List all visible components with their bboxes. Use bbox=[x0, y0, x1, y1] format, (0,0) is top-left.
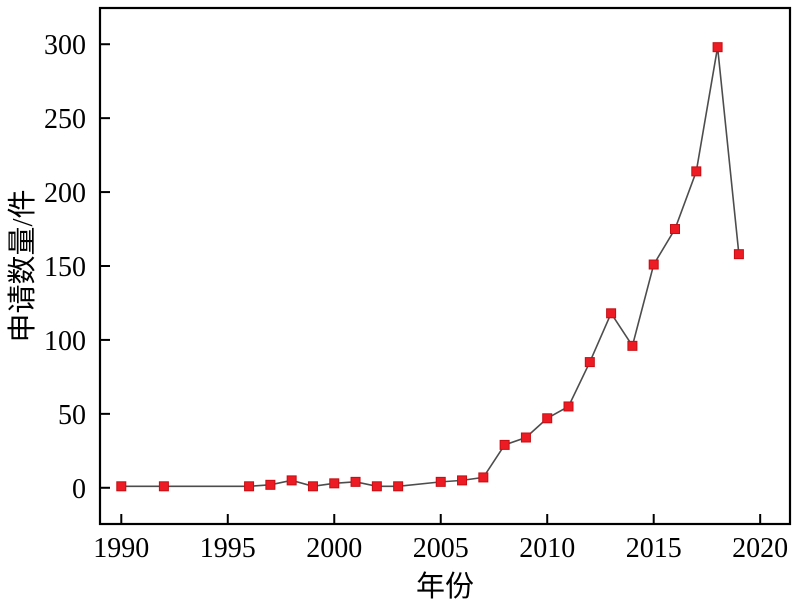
plot-frame bbox=[98, 6, 792, 526]
x-axis-label: 年份 bbox=[416, 570, 474, 603]
data-point-marker bbox=[520, 432, 531, 443]
data-point-marker bbox=[478, 472, 489, 483]
data-point-marker bbox=[329, 478, 340, 489]
data-point-marker bbox=[265, 479, 276, 490]
data-point-marker bbox=[584, 357, 595, 368]
data-point-marker bbox=[244, 481, 255, 492]
data-point-marker bbox=[307, 481, 318, 492]
x-axis-tick-label: 2005 bbox=[413, 533, 469, 564]
data-point-marker bbox=[499, 439, 510, 450]
y-axis-label: 申请数量/件 bbox=[6, 189, 39, 342]
x-axis-tick-label: 1995 bbox=[200, 533, 256, 564]
data-point-marker bbox=[563, 401, 574, 412]
data-point-marker bbox=[627, 340, 638, 351]
data-point-marker bbox=[350, 476, 361, 487]
data-point-marker bbox=[712, 42, 723, 53]
data-point-marker bbox=[116, 481, 127, 492]
y-axis-tick-label: 300 bbox=[44, 30, 86, 61]
y-axis-tick-label: 250 bbox=[44, 104, 86, 135]
data-point-marker bbox=[733, 249, 744, 260]
data-point-marker bbox=[606, 308, 617, 319]
data-point-marker bbox=[371, 481, 382, 492]
y-axis-tick-label: 50 bbox=[58, 400, 86, 431]
data-point-marker bbox=[542, 413, 553, 424]
x-axis-tick-label: 2020 bbox=[732, 533, 788, 564]
y-axis-tick-label: 0 bbox=[72, 474, 86, 505]
data-line bbox=[121, 47, 740, 488]
chart-plot-area: 1990 1995 2000 2005 2010 2015 2020 0 50 100 150 200… bbox=[44, 6, 792, 564]
y-axis-tick-label: 150 bbox=[44, 252, 86, 283]
y-axis-tick-label: 200 bbox=[44, 178, 86, 209]
data-point-marker bbox=[457, 475, 468, 486]
data-point-marker bbox=[393, 481, 404, 492]
x-axis-tick-label: 2015 bbox=[626, 533, 682, 564]
data-point-marker bbox=[670, 224, 680, 235]
data-point-marker bbox=[648, 259, 659, 270]
y-axis-tick-label: 100 bbox=[44, 326, 86, 357]
data-point-marker bbox=[158, 481, 169, 492]
x-axis-tick-label: 2010 bbox=[519, 533, 575, 564]
x-axis-tick-label: 2000 bbox=[306, 533, 362, 564]
data-point-marker bbox=[435, 476, 446, 487]
x-axis-tick-label: 1990 bbox=[93, 533, 149, 564]
data-point-marker bbox=[691, 166, 702, 177]
data-point-marker bbox=[286, 475, 297, 486]
